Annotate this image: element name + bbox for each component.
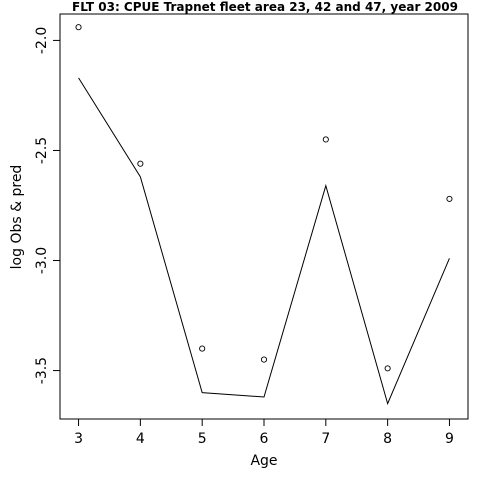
x-tick-label: 8 — [383, 431, 392, 447]
observed-point — [322, 136, 329, 143]
x-tick-label: 7 — [321, 431, 330, 447]
y-tick-label: -2.0 — [34, 27, 50, 54]
observed-series — [75, 24, 453, 372]
x-tick-label: 5 — [198, 431, 207, 447]
observed-point — [137, 160, 144, 167]
observed-point — [446, 195, 453, 202]
observed-point — [384, 365, 391, 372]
y-tick-label: -3.0 — [34, 247, 50, 274]
y-axis-label: log Obs & pred — [9, 165, 25, 270]
y-axis: -2.0 -2.5 -3.0 -3.5 — [34, 27, 60, 384]
x-tick-label: 9 — [445, 431, 454, 447]
x-tick-label: 4 — [136, 431, 145, 447]
predicted-series — [78, 77, 450, 406]
y-tick-label: -3.5 — [34, 357, 50, 384]
observed-point — [260, 356, 268, 363]
x-tick-label: 6 — [260, 431, 269, 447]
observed-point — [199, 345, 206, 352]
chart-title: FLT 03: CPUE Trapnet fleet area 23, 42 a… — [72, 0, 458, 14]
x-tick-label: 3 — [74, 431, 83, 447]
y-tick-label: -2.5 — [34, 137, 50, 164]
observed-point — [75, 24, 82, 31]
predicted-line — [78, 77, 450, 406]
x-axis: 3 4 5 6 7 8 9 — [74, 419, 454, 447]
x-axis-label: Age — [250, 453, 277, 469]
